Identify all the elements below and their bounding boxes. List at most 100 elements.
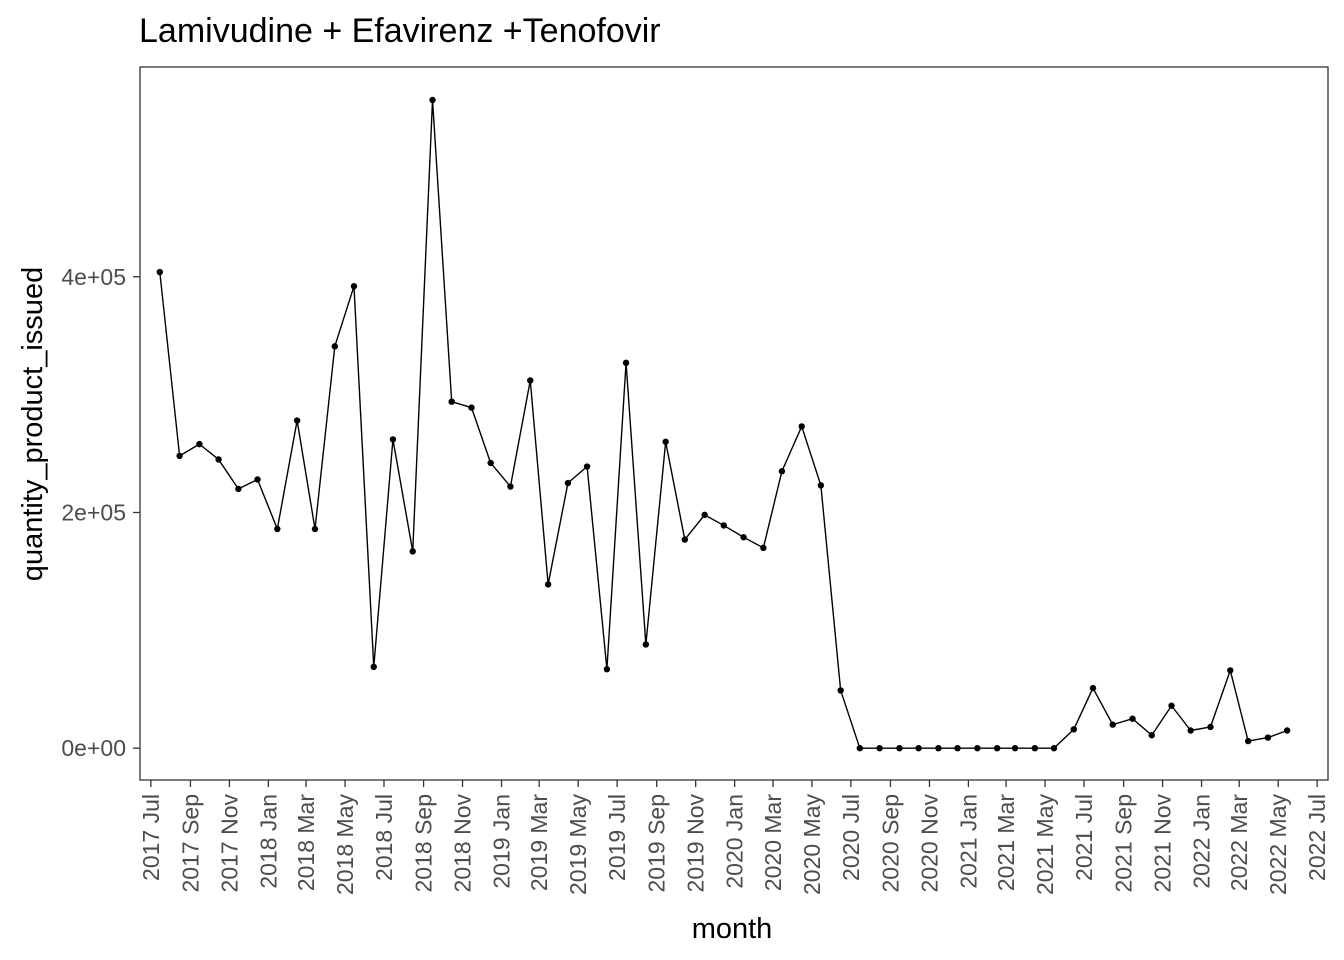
data-point xyxy=(1227,667,1234,674)
data-point xyxy=(1089,684,1097,692)
data-point xyxy=(235,485,242,493)
x-tick-label: 2019 Mar xyxy=(526,794,552,892)
data-point xyxy=(954,744,961,752)
data-point xyxy=(293,417,301,424)
x-tick-label: 2021 Nov xyxy=(1150,794,1176,893)
plot-panel-border xyxy=(139,66,1329,781)
data-point xyxy=(254,476,261,483)
data-point xyxy=(798,423,805,430)
chart-title: Lamivudine + Efavirenz +Tenofovir xyxy=(139,12,661,50)
data-point xyxy=(468,404,475,411)
data-point xyxy=(429,96,436,104)
x-tick-label: 2017 Sep xyxy=(177,794,203,892)
data-point xyxy=(1187,727,1194,734)
series-layer xyxy=(156,96,1291,752)
data-point xyxy=(1244,737,1252,745)
x-tick-label: 2022 Mar xyxy=(1226,794,1252,892)
x-tick-label: 2020 Mar xyxy=(760,794,786,892)
x-tick-label: 2018 May xyxy=(332,794,358,896)
x-tick-label: 2018 Sep xyxy=(411,794,437,892)
data-point xyxy=(622,359,630,367)
data-point xyxy=(487,459,494,467)
data-point xyxy=(1148,732,1155,739)
data-point xyxy=(1050,744,1058,752)
data-point xyxy=(1011,744,1019,752)
x-tick-label: 2022 Jan xyxy=(1189,794,1215,889)
data-point xyxy=(662,438,669,445)
data-point xyxy=(527,377,534,384)
data-point xyxy=(760,544,767,552)
data-point xyxy=(896,744,903,752)
data-point xyxy=(740,534,747,541)
data-point xyxy=(681,536,689,543)
data-point xyxy=(915,744,922,752)
x-tick-label: 2017 Nov xyxy=(216,794,242,893)
data-point xyxy=(1031,744,1039,752)
x-tick-label: 2018 Jan xyxy=(255,794,281,889)
data-point xyxy=(720,522,727,529)
x-tick-label: 2021 Mar xyxy=(993,794,1019,892)
y-axis-title: quantity_product_issued xyxy=(17,267,49,581)
y-tick-label: 0e+00 xyxy=(61,735,126,761)
data-point xyxy=(544,581,552,588)
y-tick-label: 4e+05 xyxy=(61,264,126,290)
data-point xyxy=(156,268,163,276)
data-point xyxy=(409,548,416,555)
data-point xyxy=(993,744,1001,752)
data-point xyxy=(389,436,397,443)
x-tick-label: 2020 Nov xyxy=(916,794,942,893)
data-point xyxy=(448,398,455,405)
x-tick-label: 2018 Jul xyxy=(371,794,397,881)
data-point xyxy=(817,482,825,489)
x-tick-label: 2021 Jul xyxy=(1071,794,1097,881)
y-axis: 0e+00 2e+05 4e+05 xyxy=(61,264,140,761)
data-point xyxy=(564,479,572,487)
data-point xyxy=(370,663,377,671)
x-tick-label: 2021 Sep xyxy=(1111,794,1137,892)
data-point xyxy=(837,687,844,694)
data-point xyxy=(974,744,981,752)
x-axis-title: month xyxy=(692,913,773,945)
data-point xyxy=(311,525,319,533)
x-tick-label: 2018 Nov xyxy=(450,794,476,893)
data-point xyxy=(935,744,942,752)
data-point xyxy=(331,343,339,350)
x-tick-label: 2019 Jan xyxy=(489,794,515,889)
x-tick-label: 2019 Sep xyxy=(644,794,670,892)
x-tick-label: 2019 May xyxy=(565,794,591,896)
data-point xyxy=(876,744,883,752)
data-point xyxy=(274,525,281,533)
x-tick-label: 2020 Jan xyxy=(722,794,748,889)
data-point xyxy=(1129,715,1136,722)
data-point xyxy=(1264,734,1272,741)
data-point xyxy=(1283,727,1291,734)
x-tick-label: 2021 May xyxy=(1032,794,1058,896)
x-axis: 2017 Jul 2017 Sep 2017 Nov 2018 Jan 2018 Mar… xyxy=(138,780,1330,895)
data-point xyxy=(603,666,611,673)
data-point xyxy=(1109,721,1116,728)
data-point xyxy=(196,440,203,448)
data-point xyxy=(778,468,786,475)
data-point xyxy=(856,744,864,752)
data-point xyxy=(1070,726,1077,733)
x-tick-label: 2019 Jul xyxy=(604,794,630,881)
data-point xyxy=(215,456,222,463)
data-point xyxy=(1207,723,1214,731)
x-tick-label: 2020 Sep xyxy=(877,794,903,892)
x-tick-label: 2022 May xyxy=(1265,794,1291,896)
data-point xyxy=(1168,702,1175,709)
x-tick-label: 2019 Nov xyxy=(683,794,709,893)
x-tick-label: 2020 May xyxy=(799,794,825,896)
x-tick-label: 2022 Jul xyxy=(1304,794,1330,881)
x-tick-label: 2018 Mar xyxy=(293,794,319,892)
data-point xyxy=(701,511,708,519)
y-tick-label: 2e+05 xyxy=(61,499,126,525)
data-point xyxy=(507,483,514,490)
x-tick-label: 2017 Jul xyxy=(138,794,164,881)
data-point xyxy=(642,641,650,648)
data-point xyxy=(350,283,358,290)
x-tick-label: 2020 Jul xyxy=(838,794,864,881)
data-point xyxy=(583,463,591,470)
x-tick-label: 2021 Jan xyxy=(955,794,981,889)
